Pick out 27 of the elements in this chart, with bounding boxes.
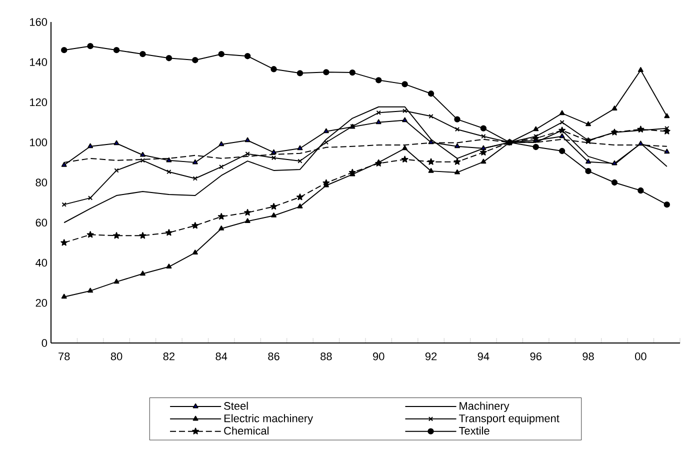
legend-label: Machinery (460, 402, 510, 412)
y-tick-label: 160 (30, 18, 48, 26)
y-tick-label: 20 (36, 299, 48, 307)
legend-label: Textile (459, 426, 490, 435)
x-tick-label: 96 (530, 352, 542, 360)
legend-label: Electric machinery (224, 414, 314, 424)
x-tick-label: 84 (216, 352, 228, 360)
x-tick-label: 86 (268, 352, 280, 360)
y-tick-label: 140 (30, 58, 48, 66)
x-tick-label: 00 (635, 352, 646, 360)
y-tick-label: 120 (30, 98, 48, 106)
legend-label: Transport equipment (459, 414, 560, 424)
x-tick-label: 90 (373, 352, 384, 360)
y-tick-label: 60 (36, 218, 48, 227)
x-tick-label: 94 (478, 352, 490, 360)
x-tick-label: 98 (582, 352, 594, 360)
legend-label: Steel (224, 402, 248, 410)
y-tick-label: 80 (36, 178, 48, 186)
x-tick-label: 78 (58, 352, 70, 360)
y-tick-label: 100 (30, 138, 48, 146)
x-tick-label: 80 (110, 352, 122, 360)
x-tick-label: 88 (320, 352, 332, 360)
y-tick-label: 40 (36, 258, 48, 267)
y-tick-label: 0 (42, 339, 48, 347)
legend-label: Chemical (224, 426, 268, 435)
x-tick-label: 92 (425, 352, 437, 360)
x-tick-label: 82 (163, 352, 174, 360)
